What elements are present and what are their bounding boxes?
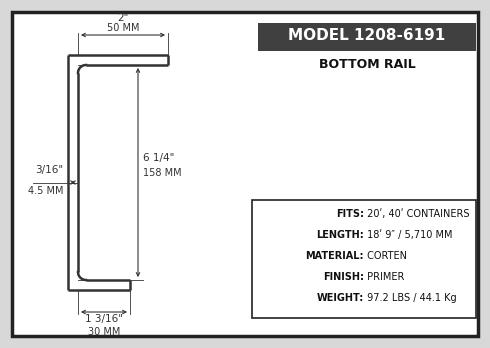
Text: CORTEN: CORTEN xyxy=(364,251,407,261)
Text: 4.5 MM: 4.5 MM xyxy=(27,185,63,196)
Text: 1 3/16": 1 3/16" xyxy=(85,314,123,324)
Text: LENGTH:: LENGTH: xyxy=(316,230,364,240)
Text: 97.2 LBS / 44.1 Kg: 97.2 LBS / 44.1 Kg xyxy=(364,293,457,303)
Text: FITS:: FITS: xyxy=(336,209,364,219)
Text: 2": 2" xyxy=(117,13,129,23)
Text: PRIMER: PRIMER xyxy=(364,272,404,282)
Bar xyxy=(252,200,476,318)
Text: BOTTOM RAIL: BOTTOM RAIL xyxy=(318,58,416,71)
Text: WEIGHT:: WEIGHT: xyxy=(317,293,364,303)
Text: FINISH:: FINISH: xyxy=(323,272,364,282)
Text: 20ʹ, 40ʹ CONTAINERS: 20ʹ, 40ʹ CONTAINERS xyxy=(364,209,469,219)
Text: 50 MM: 50 MM xyxy=(107,23,139,33)
Text: 18ʹ 9″ / 5,710 MM: 18ʹ 9″ / 5,710 MM xyxy=(364,230,452,240)
Text: 6 1/4": 6 1/4" xyxy=(143,152,174,163)
Bar xyxy=(258,23,476,51)
Text: 30 MM: 30 MM xyxy=(88,327,120,337)
Text: MATERIAL:: MATERIAL: xyxy=(305,251,364,261)
Text: 158 MM: 158 MM xyxy=(143,167,182,177)
Text: 3/16": 3/16" xyxy=(35,165,63,174)
Text: MODEL 1208-6191: MODEL 1208-6191 xyxy=(289,29,445,44)
